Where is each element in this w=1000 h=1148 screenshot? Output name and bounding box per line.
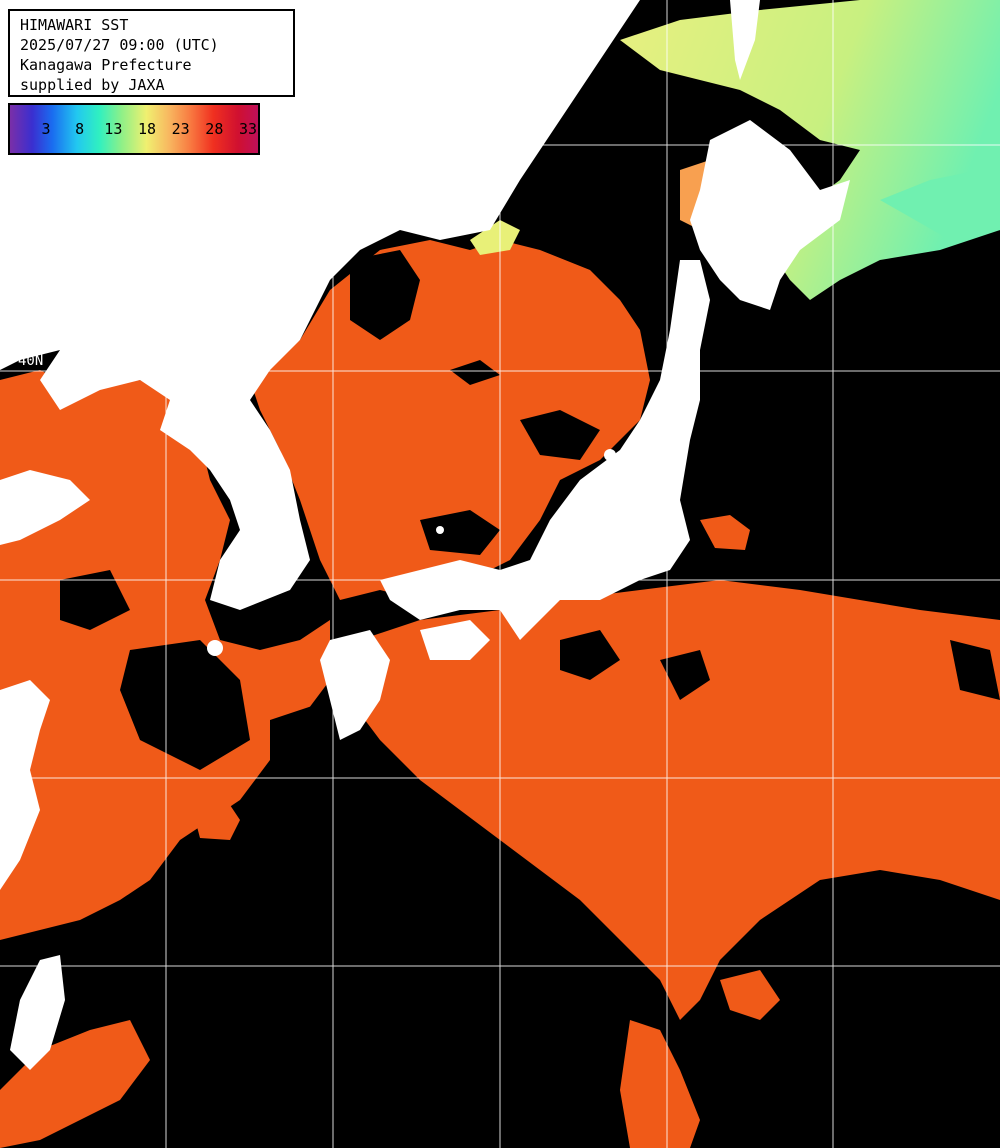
info-box: HIMAWARI SST 2025/07/27 09:00 (UTC) Kana… [8,9,295,97]
legend-labels: 3 8 13 18 23 28 33 [10,119,258,139]
product-title: HIMAWARI SST [20,16,129,34]
region-name: Kanagawa Prefecture [20,56,192,74]
color-scale-legend: 3 8 13 18 23 28 33 [8,103,260,155]
legend-label-23: 23 [171,120,190,138]
legend-label-3: 3 [41,120,51,138]
cloud-patches [60,250,1000,990]
legend-label-28: 28 [205,120,224,138]
timestamp: 2025/07/27 09:00 (UTC) [20,36,219,54]
legend-label-8: 8 [75,120,85,138]
legend-label-18: 18 [137,120,157,138]
legend-label-33: 33 [238,120,258,138]
legend-label-13: 13 [104,120,123,138]
latitude-label: 40N [18,353,44,369]
source-credit: supplied by JAXA [20,76,165,94]
